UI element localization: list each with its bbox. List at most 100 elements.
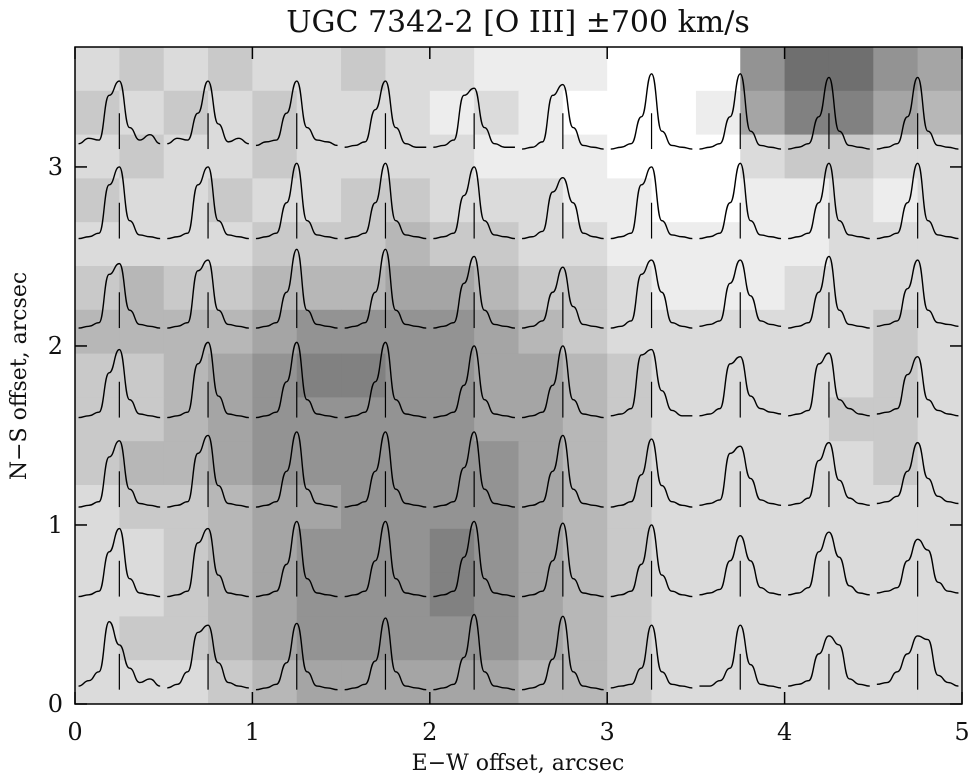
image-pixel — [474, 134, 520, 179]
spectrum — [788, 255, 870, 329]
image-pixel — [873, 397, 919, 442]
image-pixel — [607, 441, 653, 486]
image-pixel — [695, 353, 741, 398]
image-pixel — [607, 660, 653, 704]
image-pixel — [828, 485, 874, 530]
image-pixel — [119, 222, 165, 267]
spectrum — [78, 440, 161, 508]
image-pixel — [784, 397, 830, 442]
image-pixel — [341, 266, 387, 311]
image-pixel — [474, 528, 520, 574]
image-pixel — [518, 616, 564, 661]
image-pixel — [208, 353, 253, 398]
image-pixel — [341, 222, 387, 267]
spectrum — [876, 356, 959, 417]
image-pixel — [873, 528, 919, 574]
image-pixel — [695, 309, 741, 355]
image-pixel — [651, 353, 697, 398]
image-pixel — [784, 660, 830, 704]
image-pixel — [296, 616, 342, 661]
spectrum — [167, 624, 249, 689]
image-pixel — [75, 90, 120, 136]
image-pixel — [651, 222, 697, 267]
spectrum — [699, 356, 782, 417]
spectrum — [522, 345, 604, 419]
spectrum — [344, 162, 427, 240]
spectrum — [699, 73, 782, 150]
spectrum — [255, 520, 338, 598]
spectrum — [876, 162, 959, 240]
image-pixel — [518, 134, 564, 179]
image-pixel — [917, 572, 962, 617]
image-pixel — [208, 309, 253, 355]
image-pixel — [607, 397, 653, 442]
image-pixel — [651, 47, 697, 92]
image-pixel — [119, 178, 165, 223]
image-pixel — [695, 616, 741, 661]
image-pixel — [607, 134, 653, 179]
image-pixel — [429, 397, 475, 442]
image-pixel — [208, 572, 253, 617]
image-pixel — [341, 616, 387, 661]
image-pixel — [607, 309, 653, 355]
image-pixel — [208, 222, 253, 267]
image-pixel — [518, 90, 564, 136]
image-pixel — [917, 134, 962, 179]
spectrum — [433, 255, 515, 329]
image-pixel — [607, 572, 653, 617]
image-pixel — [828, 309, 874, 355]
image-pixel — [695, 134, 741, 179]
image-pixel — [562, 572, 608, 617]
image-pixel — [740, 134, 786, 179]
image-pixel — [385, 309, 431, 355]
image-pixel — [607, 353, 653, 398]
y-tick-label: 0 — [48, 690, 63, 718]
x-tick-label: 0 — [67, 718, 82, 746]
image-pixel — [562, 616, 608, 661]
image-pixel — [873, 660, 919, 704]
image-pixel — [474, 90, 520, 136]
image-pixel — [518, 309, 564, 355]
image-pixel — [740, 397, 786, 442]
image-pixel — [518, 397, 564, 442]
image-pixel — [607, 178, 653, 223]
image-pixel — [873, 485, 919, 530]
spectrum — [699, 535, 782, 596]
spectrum — [255, 341, 338, 419]
x-axis-label: E−W offset, arcsec — [412, 751, 625, 776]
image-pixel — [607, 90, 653, 136]
image-pixel — [740, 178, 786, 223]
image-pixel — [828, 47, 874, 92]
image-pixel — [828, 178, 874, 223]
image-pixel — [385, 572, 431, 617]
chart-title: UGC 7342-2 [O III] ±700 km/s — [286, 5, 750, 40]
image-pixel — [873, 222, 919, 267]
image-pixel — [873, 134, 919, 179]
image-pixel — [651, 134, 697, 179]
image-pixel — [474, 178, 520, 223]
image-pixel — [562, 47, 608, 92]
image-pixel — [341, 47, 387, 92]
plot-area — [75, 47, 962, 704]
image-pixel — [695, 660, 741, 704]
spectrum — [433, 345, 515, 419]
spectrum — [255, 162, 338, 240]
spectrum — [78, 348, 161, 419]
image-pixel — [163, 572, 209, 617]
image-pixel — [740, 441, 786, 486]
image-pixel — [474, 222, 520, 267]
spectrum — [344, 617, 427, 691]
spectrum — [522, 266, 604, 329]
spectrum — [610, 73, 693, 150]
image-pixel — [385, 266, 431, 311]
spectrum — [78, 262, 161, 329]
image-pixel — [828, 441, 874, 486]
spectrum — [522, 83, 604, 150]
image-pixel — [429, 222, 475, 267]
image-pixel — [651, 616, 697, 661]
image-pixel — [784, 222, 830, 267]
image-pixel — [474, 660, 520, 704]
spectrum — [699, 445, 782, 506]
spectrum — [255, 431, 338, 508]
